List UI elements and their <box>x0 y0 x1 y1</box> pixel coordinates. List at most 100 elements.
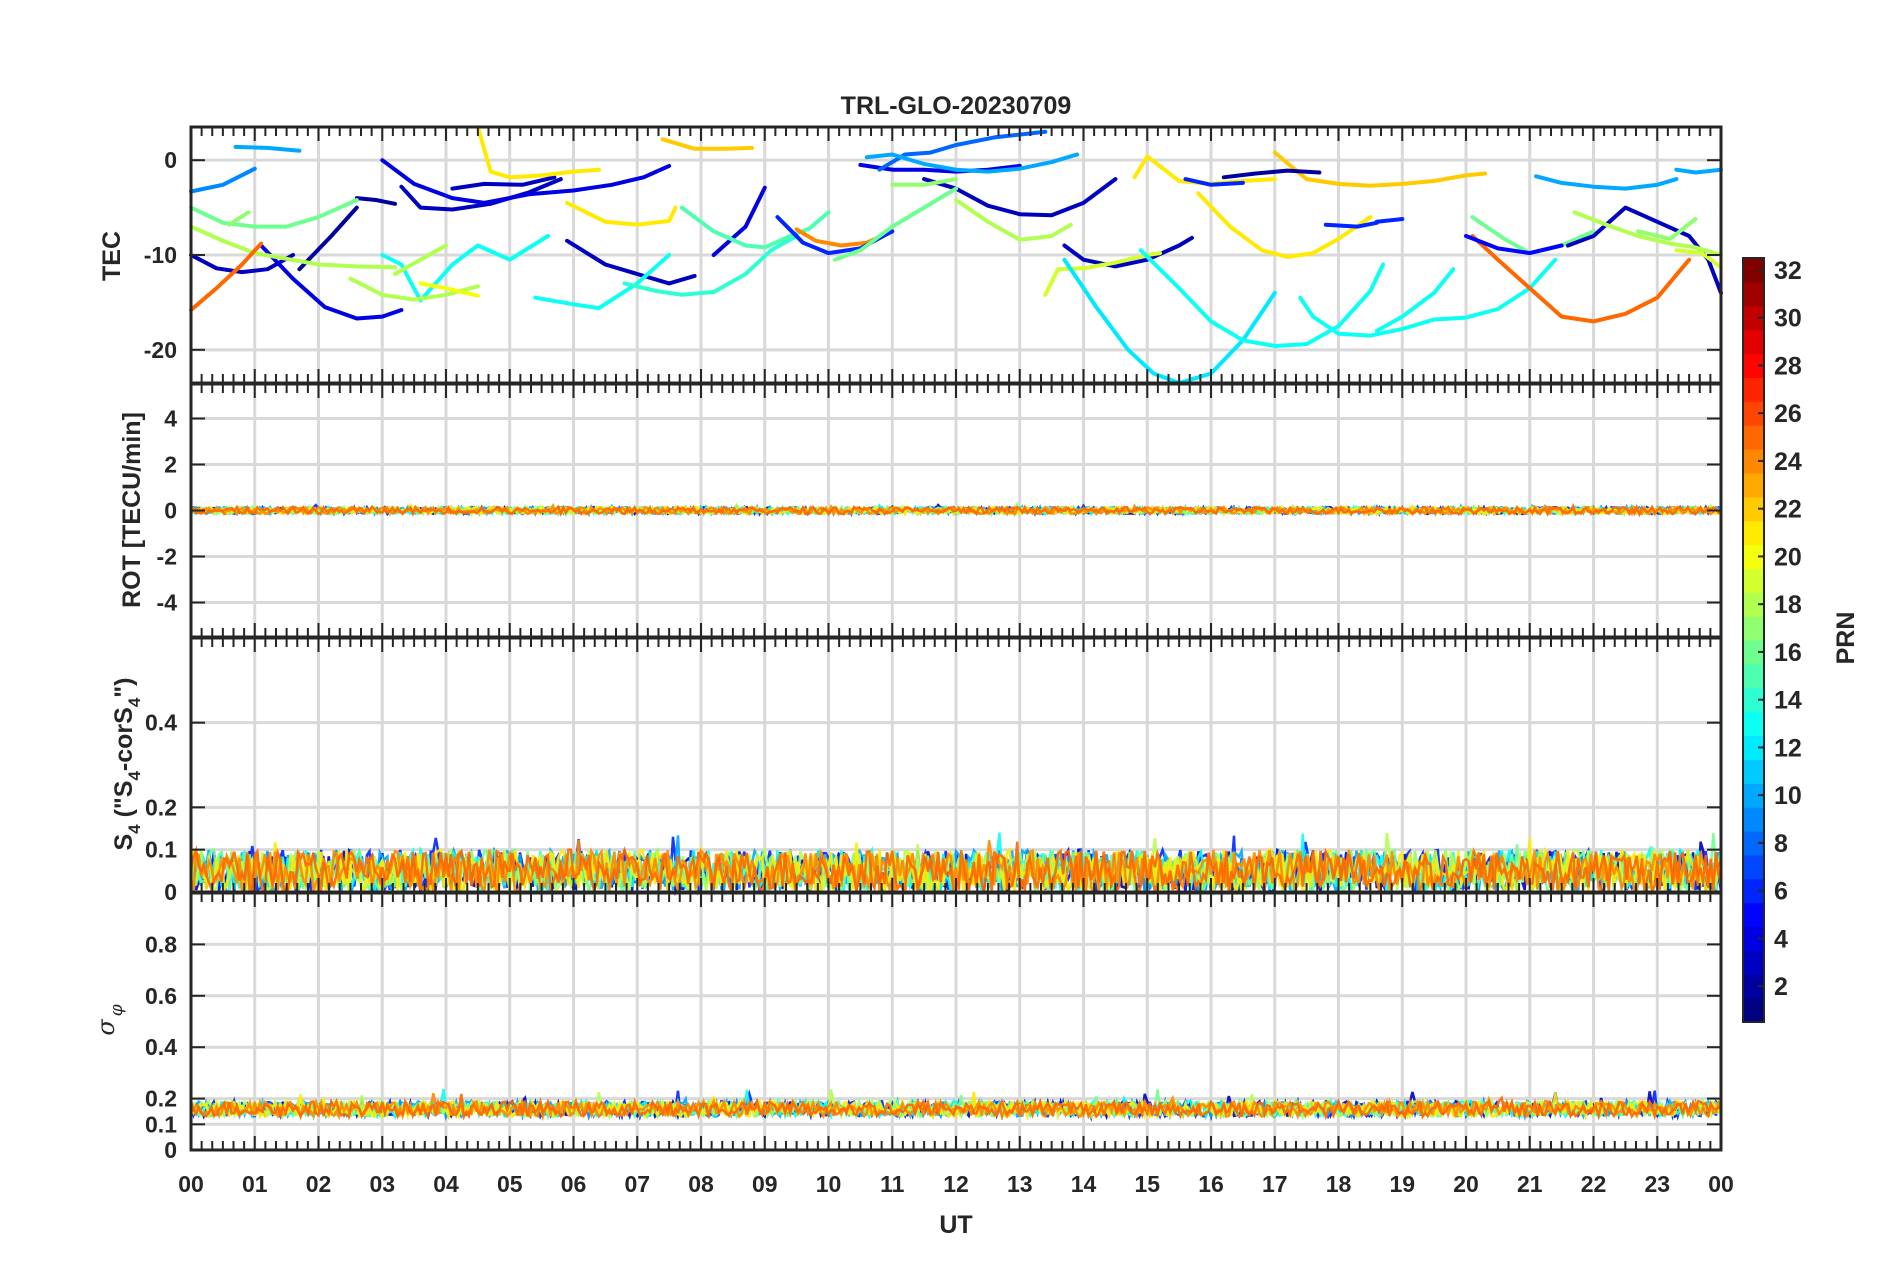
y-tick-label: 0 <box>164 1137 177 1163</box>
tec-series-line <box>1043 251 1162 297</box>
colorbar-tick-label: 24 <box>1774 448 1802 476</box>
tec-series-line <box>1323 220 1379 229</box>
rot-lines <box>189 501 1723 518</box>
x-tick-label: 14 <box>1071 1171 1097 1197</box>
x-tick-label: 06 <box>561 1171 587 1197</box>
colorbar-tick-label: 4 <box>1774 925 1788 953</box>
rot-ylabel: ROT [TECU/min] <box>118 412 146 608</box>
tec-series-line <box>1374 267 1456 333</box>
colorbar-swatch <box>1743 974 1764 999</box>
tec-series-line <box>227 210 251 227</box>
colorbar-swatch <box>1743 783 1764 808</box>
y-tick-label: 0.2 <box>145 794 177 820</box>
tec-series-line <box>1374 217 1405 224</box>
tec-series-line <box>259 243 404 321</box>
tec-series-line <box>711 185 767 257</box>
tec-series-line <box>189 224 397 270</box>
colorbar-swatch <box>1743 998 1764 1023</box>
colorbar-swatch <box>1743 520 1764 546</box>
tec-series-line <box>1221 168 1322 180</box>
tec-series-line <box>1674 167 1723 175</box>
colorbar-tick-label: 30 <box>1774 305 1802 333</box>
colorbar-tick-label: 18 <box>1774 591 1802 619</box>
tec-series-line <box>565 238 697 286</box>
x-tick-label: 20 <box>1453 1171 1479 1197</box>
x-tick-label: 23 <box>1644 1171 1670 1197</box>
panel-s4: 0 0.1 0.2 0.4 S4 ("S4-corS4") <box>110 636 1723 905</box>
tec-series-line <box>832 186 958 262</box>
colorbar-tick-label: 32 <box>1774 257 1802 285</box>
tec-series-line <box>380 234 550 303</box>
colorbar-tick-label: 16 <box>1774 639 1802 667</box>
colorbar-tick-label: 8 <box>1774 830 1788 858</box>
x-tick-label: 09 <box>752 1171 778 1197</box>
tec-series-line <box>1062 257 1277 385</box>
x-tick-label: 04 <box>433 1171 459 1197</box>
colorbar-tick-label: 10 <box>1774 782 1802 810</box>
x-tick-label: 05 <box>497 1171 523 1197</box>
colorbar-swatch <box>1743 878 1764 904</box>
colorbar-tick-label: 26 <box>1774 400 1802 428</box>
tec-yticks: -20 -10 0 <box>144 147 177 363</box>
tec-series-line <box>1298 257 1558 338</box>
colorbar-tick-label: 20 <box>1774 543 1802 571</box>
colorbar-swatch <box>1743 568 1764 593</box>
s4-ylabel: S4 ("S4-corS4") <box>110 678 144 851</box>
tec-series-line <box>1138 248 1386 348</box>
panel-tec: -20 -10 0 TEC <box>98 125 1723 385</box>
colorbar-frame <box>1742 257 1765 1023</box>
y-tick-label: 0.2 <box>145 1086 177 1112</box>
x-tick-label: 13 <box>1007 1171 1033 1197</box>
sigma_phi-series-line <box>189 1093 1722 1121</box>
tec-series-line <box>1272 150 1488 188</box>
sigma-yticks: 00.10.2 0.4 0.6 0.8 <box>145 931 177 1163</box>
tec-series-line <box>189 241 264 312</box>
tec-series-line <box>1196 191 1373 259</box>
tec-series-line <box>864 152 1080 174</box>
colorbar-swatch <box>1743 831 1764 856</box>
colorbar-swatch <box>1743 544 1764 569</box>
colorbar-swatch <box>1743 616 1764 641</box>
tec-series-line <box>533 253 672 311</box>
colorbar-swatch <box>1743 663 1764 689</box>
colorbar-swatch <box>1743 592 1764 617</box>
tec-series-line <box>418 281 480 298</box>
rot-series-line <box>190 502 1722 518</box>
colorbar-swatch <box>1743 305 1764 331</box>
x-axis-label: UT <box>939 1211 972 1239</box>
x-tick-label: 00 <box>1708 1171 1734 1197</box>
y-tick-label: 0.6 <box>145 983 177 1009</box>
tec-series-line <box>393 243 448 276</box>
colorbar-tick-label: 22 <box>1774 496 1802 524</box>
tec-lines <box>189 125 1723 385</box>
colorbar-swatch <box>1743 472 1764 498</box>
colorbar-swatch <box>1743 950 1764 975</box>
s4-grid <box>191 638 1721 894</box>
colorbar-swatch <box>1743 425 1764 450</box>
x-tick-label: 17 <box>1262 1171 1288 1197</box>
tec-series-line <box>189 166 257 194</box>
colorbar-swatch <box>1743 401 1764 426</box>
tec-series-line <box>1636 217 1698 241</box>
colorbar-swatch <box>1743 807 1764 832</box>
colorbar-tick-label: 2 <box>1774 973 1788 1001</box>
x-tick-label: 10 <box>816 1171 842 1197</box>
sigma-lines <box>189 1088 1723 1122</box>
colorbar-swatch <box>1743 449 1764 474</box>
colorbar-swatch <box>1743 377 1764 402</box>
y-tick-label: -4 <box>157 590 178 616</box>
tec-series-line <box>475 125 601 180</box>
x-tick-label: 02 <box>306 1171 332 1197</box>
sigma-frame <box>189 891 1723 1152</box>
y-tick-label: 0 <box>164 879 177 905</box>
colorbar-swatch <box>1743 711 1764 737</box>
tec-series-line <box>622 234 799 297</box>
tec-series-line <box>1183 177 1245 187</box>
colorbar-swatch <box>1743 759 1764 784</box>
x-tick-label: 08 <box>688 1171 714 1197</box>
tec-series-line <box>1470 215 1596 256</box>
x-tick-label: 22 <box>1581 1171 1607 1197</box>
x-tick-label: 19 <box>1389 1171 1415 1197</box>
colorbar-swatch <box>1743 735 1764 760</box>
